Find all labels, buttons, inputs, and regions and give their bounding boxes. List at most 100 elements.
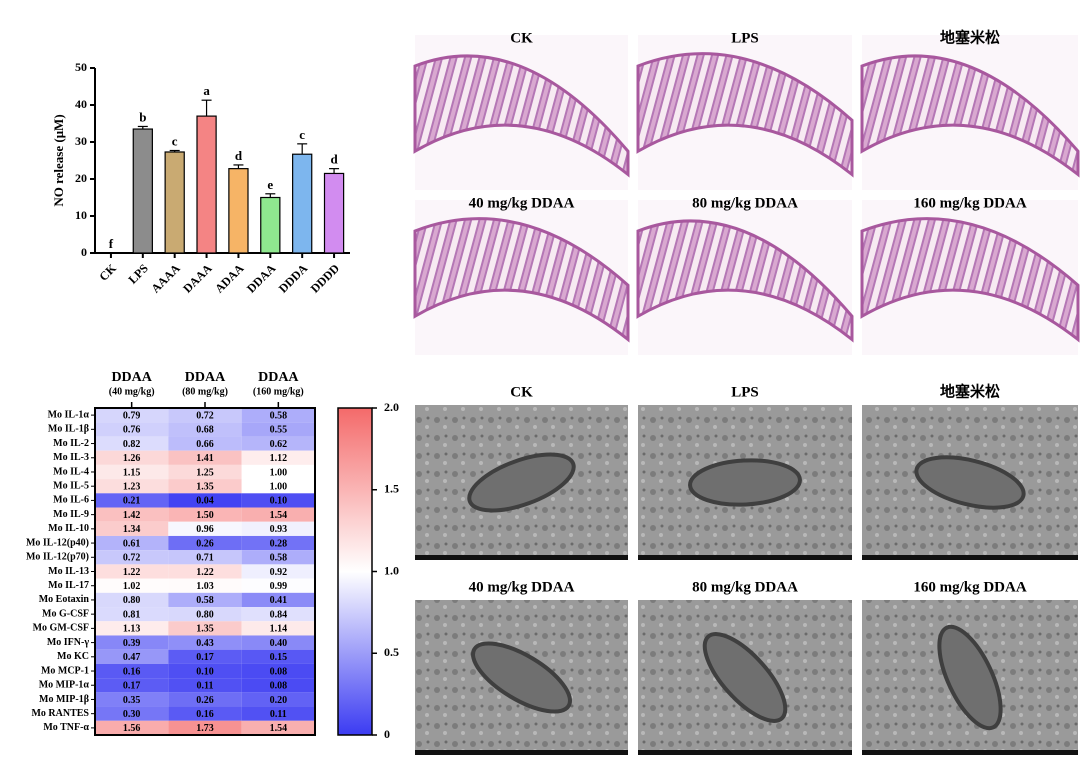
heatmap-cell — [95, 678, 169, 693]
cell-label: 0.17 — [196, 652, 214, 663]
heatmap-cell — [241, 507, 315, 522]
scale-strip — [415, 555, 628, 560]
scale-strip — [862, 750, 1078, 755]
heatmap-cell — [95, 592, 169, 608]
tissue — [636, 52, 854, 178]
row-label: Mo MIP-1α — [39, 680, 90, 691]
x-tick-label: DDDA — [276, 261, 311, 296]
cell-label: 1.15 — [123, 467, 141, 478]
heatmap-cell — [168, 578, 242, 593]
heatmap-cell — [241, 607, 315, 622]
bar — [196, 115, 217, 254]
cell-label: 1.00 — [270, 467, 288, 478]
cell-label: 1.50 — [196, 510, 214, 521]
cell-label: 1.54 — [270, 723, 288, 734]
significance-letter: e — [267, 177, 273, 192]
heatmap-cell — [241, 521, 315, 536]
cell-label: 1.22 — [196, 567, 214, 578]
heatmap-cell — [168, 535, 242, 551]
y-tick-label: 50 — [75, 60, 87, 74]
significance-letter: d — [330, 152, 338, 167]
row-label: Mo IL-1α — [48, 409, 90, 420]
cell-label: 0.26 — [196, 538, 214, 549]
heatmap-cell — [168, 408, 242, 423]
y-tick-label: 10 — [75, 208, 87, 222]
column-note: (40 mg/kg) — [109, 386, 155, 397]
row-label: Mo RANTES — [31, 708, 89, 719]
panel-title: CK — [510, 30, 533, 46]
colorbar-tick-label: 0 — [384, 727, 390, 741]
cell-label: 0.55 — [270, 425, 288, 436]
mitochondrion — [467, 452, 576, 513]
column-header: DDAA — [258, 370, 299, 385]
heatmap-cell — [168, 649, 242, 664]
cell-label: 0.76 — [123, 425, 141, 436]
cell-label: 0.10 — [270, 496, 288, 507]
x-tick-label: AAAA — [148, 261, 183, 296]
heatmap-cell — [168, 493, 242, 508]
row-label: Mo IL-10 — [48, 523, 89, 534]
panel-title: 160 mg/kg DDAA — [913, 579, 1027, 595]
x-tick-label: ADAA — [212, 261, 247, 296]
cell-label: 0.28 — [270, 538, 288, 549]
row-label: Mo MIP-1β — [39, 694, 89, 705]
cell-label: 1.12 — [270, 453, 288, 464]
heatmap-cell — [95, 692, 169, 707]
cell-label: 1.41 — [196, 453, 214, 464]
heatmap-cell — [168, 436, 242, 451]
scale-strip — [638, 555, 852, 560]
heatmap-cell — [241, 408, 315, 423]
mitochondrion — [937, 624, 1003, 731]
cell-label: 0.72 — [123, 553, 141, 564]
cell-label: 0.30 — [123, 709, 141, 720]
cell-label: 0.93 — [270, 524, 288, 535]
cell-label: 0.84 — [270, 609, 288, 620]
cell-label: 0.96 — [196, 524, 214, 535]
significance-letter: b — [139, 109, 146, 124]
y-tick-label: 40 — [75, 97, 87, 111]
heatmap-cell — [95, 408, 169, 423]
panel-title: 地塞米松 — [940, 28, 1000, 46]
panel-title: 40 mg/kg DDAA — [469, 579, 575, 595]
heatmap-cell — [168, 621, 242, 636]
significance-letter: d — [235, 148, 243, 163]
mitochondrion — [914, 455, 1026, 510]
cell-label: 0.79 — [123, 410, 141, 421]
heatmap-cell — [241, 621, 315, 636]
cell-label: 0.61 — [123, 538, 141, 549]
x-tick-label: CK — [96, 261, 119, 284]
row-label: Mo IL-1β — [48, 424, 89, 435]
heatmap-cell — [168, 450, 242, 465]
heatmap-cell — [241, 564, 315, 579]
cell-label: 0.20 — [270, 695, 288, 706]
column-header: DDAA — [111, 370, 152, 385]
bar — [132, 128, 153, 254]
heatmap-cell — [168, 678, 242, 693]
heatmap-cell — [95, 649, 169, 664]
cell-label: 1.34 — [123, 524, 141, 535]
column-header: DDAA — [185, 370, 226, 385]
mitochondrion — [702, 632, 788, 723]
significance-letter: f — [109, 236, 114, 251]
heatmap-cell — [95, 621, 169, 636]
heatmap-cell — [168, 692, 242, 707]
y-tick-label: 0 — [81, 245, 87, 259]
cell-label: 0.26 — [196, 695, 214, 706]
scale-strip — [415, 750, 628, 755]
heatmap-cell — [95, 464, 169, 480]
colorbar-tick-label: 1.5 — [384, 482, 399, 496]
tissue — [636, 219, 854, 343]
panel-title: CK — [510, 384, 533, 400]
cell-label: 1.35 — [196, 624, 214, 635]
heatmap-cell — [241, 578, 315, 593]
panel-title: 160 mg/kg DDAA — [913, 195, 1027, 211]
tissue — [860, 54, 1080, 178]
row-label: Mo IL-6 — [53, 495, 89, 506]
significance-letter: c — [299, 127, 305, 142]
heatmap-cell — [168, 550, 242, 565]
cell-label: 1.23 — [123, 481, 141, 492]
row-label: Mo IFN-γ — [47, 637, 89, 648]
cell-label: 0.41 — [270, 595, 288, 606]
heatmap-cell — [95, 450, 169, 465]
heatmap-cell — [95, 521, 169, 536]
